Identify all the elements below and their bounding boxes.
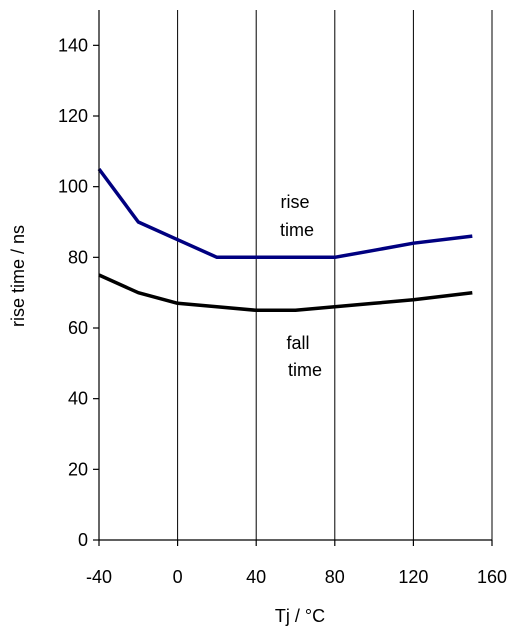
- rise-label-line-1: rise: [280, 192, 309, 212]
- y-tick-label: 80: [68, 247, 88, 267]
- y-tick-label: 140: [58, 35, 88, 55]
- series-line-rise: [97, 167, 473, 260]
- x-tick-label: 40: [246, 567, 266, 587]
- x-tick-label: 120: [398, 567, 428, 587]
- annotations: rise time fall time: [280, 192, 322, 380]
- x-tick-label: -40: [86, 567, 112, 587]
- x-tick-label: 0: [173, 567, 183, 587]
- y-axis-title: rise time / ns: [8, 225, 28, 327]
- y-tick-label: 100: [58, 177, 88, 197]
- y-tick-label: 120: [58, 106, 88, 126]
- x-tick-label: 80: [325, 567, 345, 587]
- y-tick-labels: 0 20 40 60 80 100 120 140: [58, 35, 88, 550]
- x-axis-title: Tj / °C: [275, 606, 325, 626]
- x-tick-labels: -40 0 40 80 120 160: [86, 567, 507, 587]
- axes: [93, 10, 493, 546]
- vertical-gridlines: [177, 10, 493, 540]
- y-tick-label: 60: [68, 318, 88, 338]
- y-tick-label: 20: [68, 459, 88, 479]
- x-tick-label: 160: [477, 567, 507, 587]
- rise-label-line-2: time: [280, 220, 314, 240]
- series-line-fall: [98, 273, 473, 313]
- y-tick-label: 0: [78, 530, 88, 550]
- series-lines: [97, 167, 473, 313]
- fall-label-line-2: time: [288, 360, 322, 380]
- y-tick-label: 40: [68, 389, 88, 409]
- fall-label-line-1: fall: [286, 333, 309, 353]
